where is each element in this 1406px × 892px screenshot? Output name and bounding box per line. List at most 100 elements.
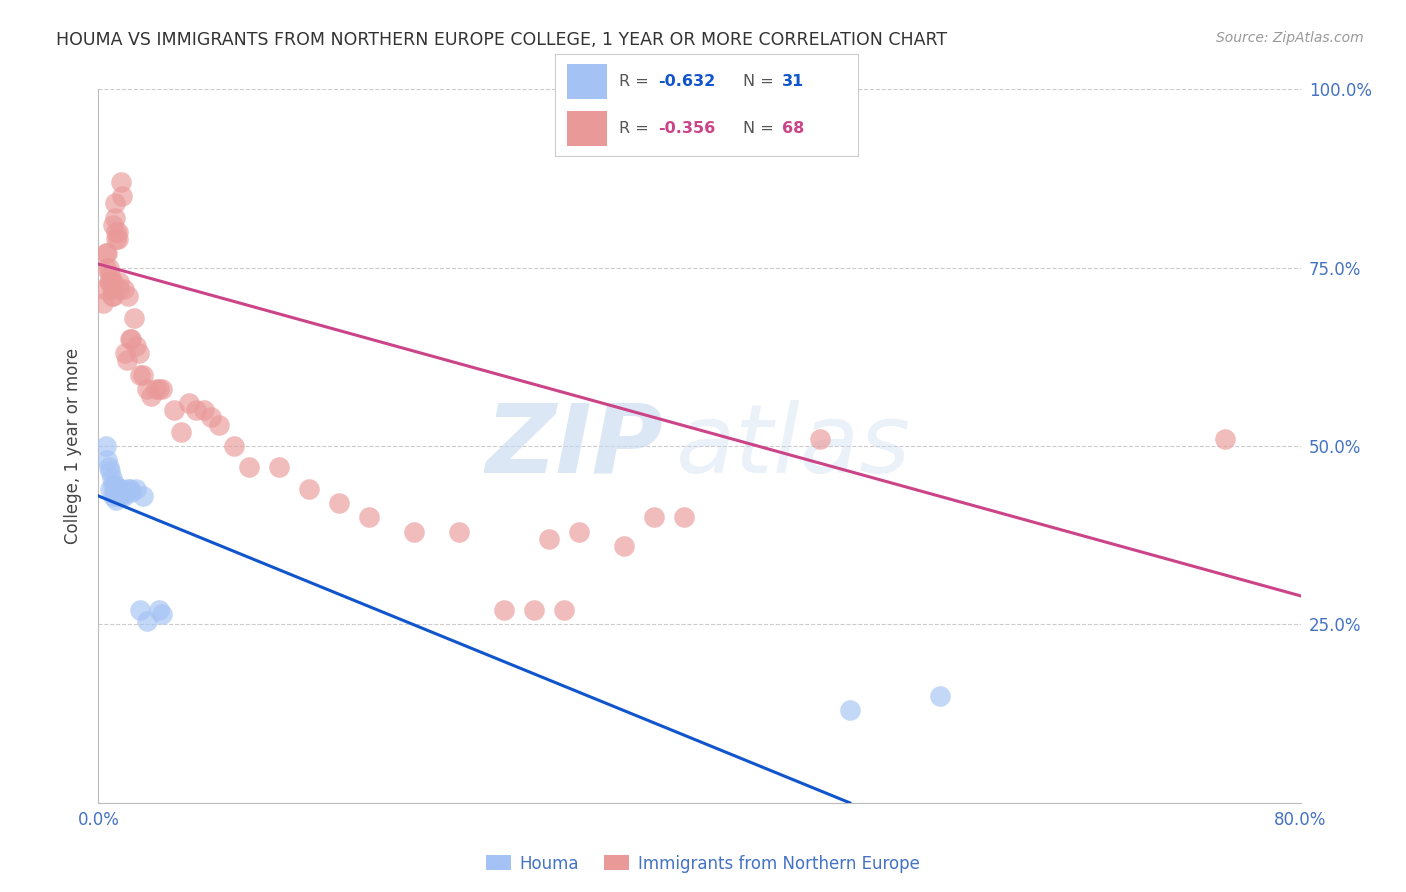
Point (100, 275, 122, 289)
Point (104, 485, 127, 500)
Point (177, 396, 200, 410)
Text: -0.356: -0.356 (658, 121, 716, 136)
Point (108, 482, 131, 496)
Point (93, 282, 115, 296)
Point (110, 489, 132, 503)
Point (124, 310, 146, 325)
Point (97, 275, 120, 289)
Point (111, 189, 134, 203)
Point (402, 524, 425, 539)
Point (118, 482, 141, 496)
Text: ZIP: ZIP (485, 400, 664, 492)
Point (328, 496, 350, 510)
Point (103, 478, 125, 492)
Point (200, 410, 222, 425)
Point (91, 296, 114, 310)
Point (121, 485, 143, 500)
Point (96, 453, 118, 467)
Point (298, 482, 321, 496)
Text: HOUMA VS IMMIGRANTS FROM NORTHERN EUROPE COLLEGE, 1 YEAR OR MORE CORRELATION CHA: HOUMA VS IMMIGRANTS FROM NORTHERN EUROPE… (56, 31, 948, 49)
Point (808, 432, 831, 446)
Point (103, 218, 125, 232)
Text: Source: ZipAtlas.com: Source: ZipAtlas.com (1216, 31, 1364, 45)
Point (208, 417, 231, 432)
Point (114, 485, 136, 500)
Point (105, 232, 128, 246)
Point (105, 225, 128, 239)
Point (929, 689, 952, 703)
Text: R =: R = (619, 74, 654, 88)
Point (613, 539, 636, 553)
Point (129, 368, 152, 382)
Point (643, 510, 665, 524)
Point (170, 425, 193, 439)
Point (117, 289, 139, 303)
Point (103, 289, 125, 303)
Point (838, 703, 860, 717)
Y-axis label: College, 1 year or more: College, 1 year or more (65, 348, 83, 544)
Point (129, 603, 152, 617)
Text: -0.632: -0.632 (658, 74, 716, 88)
Point (150, 607, 173, 621)
Point (267, 460, 290, 475)
Point (101, 289, 124, 303)
Point (238, 460, 260, 475)
Point (598, 118, 620, 132)
Point (104, 211, 127, 225)
Point (125, 339, 148, 353)
Point (523, 603, 546, 617)
Point (114, 346, 136, 360)
Point (112, 282, 135, 296)
Point (139, 389, 162, 403)
Point (538, 532, 561, 546)
Point (184, 403, 207, 417)
Point (162, 403, 184, 417)
Point (107, 225, 129, 239)
Point (128, 346, 150, 360)
Point (150, 382, 173, 396)
Text: N =: N = (742, 74, 779, 88)
Point (673, 510, 696, 524)
Point (135, 382, 157, 396)
Point (1215, 432, 1237, 446)
Point (110, 175, 132, 189)
Point (103, 275, 125, 289)
Point (100, 482, 122, 496)
Point (94, 246, 117, 260)
Point (447, 524, 470, 539)
Point (568, 524, 591, 539)
Point (101, 471, 124, 485)
Point (135, 614, 157, 628)
Point (94, 439, 117, 453)
Point (121, 332, 143, 346)
Text: R =: R = (619, 121, 654, 136)
Point (107, 485, 129, 500)
Point (97, 460, 120, 475)
Text: 31: 31 (782, 74, 804, 88)
Point (112, 489, 135, 503)
Point (132, 489, 155, 503)
Point (100, 464, 122, 478)
Point (105, 492, 128, 507)
Point (105, 485, 128, 500)
Text: N =: N = (742, 121, 779, 136)
Point (108, 282, 131, 296)
Point (117, 482, 139, 496)
Point (104, 478, 127, 492)
Point (148, 603, 170, 617)
Point (107, 232, 129, 246)
Point (104, 196, 127, 211)
Point (553, 603, 575, 617)
Point (132, 368, 155, 382)
Point (357, 510, 380, 524)
Point (115, 353, 138, 368)
Legend: Houma, Immigrants from Northern Europe: Houma, Immigrants from Northern Europe (479, 848, 927, 880)
Bar (568, 111, 607, 145)
Point (100, 268, 122, 282)
Point (101, 275, 124, 289)
Point (96, 246, 118, 260)
Bar (568, 64, 607, 99)
Point (108, 275, 131, 289)
Point (193, 403, 215, 417)
Point (118, 332, 141, 346)
